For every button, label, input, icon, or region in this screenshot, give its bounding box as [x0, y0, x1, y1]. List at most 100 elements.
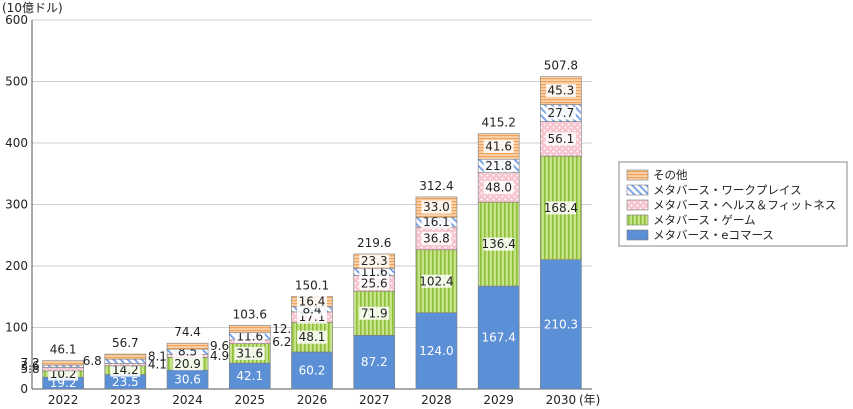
total-label: 219.6 — [357, 236, 391, 250]
bar-stack-2029: 167.4 136.4 48.0 21.8 41.6 415.2 — [477, 116, 520, 390]
data-label: 21.8 — [485, 159, 512, 173]
data-label-bg — [110, 363, 141, 377]
data-label: 8.1 — [148, 350, 167, 364]
bar-segment — [104, 353, 147, 360]
legend-box — [618, 161, 848, 247]
data-label: 31.6 — [236, 346, 263, 360]
total-label: 312.4 — [419, 179, 453, 193]
bar-segment — [228, 324, 271, 334]
data-label-bg — [421, 215, 452, 229]
bar-stack-2030: 210.3 168.4 56.1 27.7 45.3 507.8 — [540, 59, 582, 390]
legend-label: メタバース・eコマース — [653, 228, 774, 242]
data-label: 48.0 — [485, 180, 512, 194]
y-tick-label: 300 — [5, 198, 28, 212]
data-label-bg — [359, 276, 390, 290]
y-axis-label: (10億ドル) — [2, 1, 63, 15]
data-label: 9.6 — [210, 339, 229, 353]
data-label-bg — [359, 265, 390, 279]
x-axis: 2022 2023 2024 2025 2026 2027 2028 2029 2030 — [48, 393, 576, 407]
data-label: 124.0 — [419, 344, 453, 358]
data-label: 45.3 — [548, 84, 575, 98]
x-tick-label: 2026 — [297, 393, 328, 407]
x-tick-label: 2028 — [421, 393, 452, 407]
data-label: 23.5 — [112, 375, 139, 389]
y-tick-label: 400 — [5, 136, 28, 150]
bar-segment — [42, 360, 84, 366]
data-label: 16.1 — [423, 215, 450, 229]
x-tick-label: 2029 — [483, 393, 514, 407]
bar-stack-2023: 23.514.2 4.1 6.8 8.1 56.7 — [83, 336, 167, 390]
data-label-bg — [172, 357, 203, 371]
data-label: 4.9 — [210, 349, 229, 363]
total-label: 46.1 — [50, 343, 77, 357]
data-label-bg — [483, 237, 514, 251]
data-label: 20.9 — [174, 357, 201, 371]
data-label-bg — [545, 201, 576, 215]
bar-segment — [415, 312, 458, 390]
data-label: 3.6 — [21, 359, 40, 373]
data-label-bg — [483, 159, 514, 173]
bar-segment — [104, 362, 147, 367]
x-tick-label: 2030 — [546, 393, 577, 407]
data-label-bg — [421, 274, 452, 288]
legend-label: メタバース・ヘルス＆フィットネス — [653, 198, 836, 212]
data-label: 87.2 — [361, 355, 388, 369]
legend-item: メタバース・ゲーム — [626, 213, 756, 227]
bar-segment — [477, 285, 520, 390]
x-tick-label: 2025 — [235, 393, 266, 407]
data-label-bg — [359, 306, 390, 320]
data-label-bg — [234, 346, 265, 360]
legend-item: その他 — [626, 168, 688, 182]
legend-item: メタバース・eコマース — [626, 228, 774, 242]
legend: その他メタバース・ワークプレイスメタバース・ヘルス＆フィットネスメタバース・ゲー… — [618, 161, 848, 247]
data-label: 210.3 — [544, 317, 578, 331]
x-tick-label: 2024 — [172, 393, 203, 407]
data-label: 6.2 — [272, 335, 291, 349]
x-tick-label: 2023 — [110, 393, 141, 407]
data-label: 136.4 — [481, 237, 515, 251]
data-label: 36.8 — [423, 231, 450, 245]
data-label-bg — [297, 295, 327, 309]
y-tick-label: 100 — [5, 321, 28, 335]
x-tick-label: 2027 — [359, 393, 390, 407]
data-label: 42.1 — [236, 369, 263, 383]
y-axis: 0 100 200 300 400 500 600 — [5, 13, 33, 396]
bar-segment — [166, 342, 209, 350]
data-label-bg — [545, 106, 576, 120]
y-tick-label: 200 — [5, 259, 28, 273]
data-label-bg — [421, 231, 452, 245]
data-label: 16.4 — [299, 295, 326, 309]
data-label: 25.6 — [361, 276, 388, 290]
total-label: 415.2 — [481, 116, 515, 130]
total-label: 103.6 — [233, 307, 267, 321]
data-label: 168.4 — [544, 201, 578, 215]
data-label: 5.8 — [21, 362, 40, 376]
data-label: 6.8 — [83, 354, 102, 368]
data-label: 23.3 — [361, 254, 388, 268]
legend-item: メタバース・ヘルス＆フィットネス — [626, 198, 836, 212]
gridlines — [32, 19, 592, 390]
legend-swatch — [626, 169, 649, 181]
bar-segment — [104, 358, 147, 364]
total-label: 74.4 — [174, 325, 201, 339]
bar-segment — [42, 367, 84, 372]
legend-label: メタバース・ゲーム — [653, 213, 756, 227]
legend-swatch — [626, 184, 649, 196]
data-label: 27.7 — [548, 106, 575, 120]
data-label: 48.1 — [299, 330, 326, 344]
data-label: 102.4 — [419, 274, 453, 288]
data-label: 33.0 — [423, 200, 450, 214]
total-label: 507.8 — [544, 59, 578, 73]
total-label: 150.1 — [295, 279, 329, 293]
data-label: 41.6 — [485, 139, 512, 153]
data-label: 60.2 — [299, 363, 326, 377]
data-label: 30.6 — [174, 373, 201, 387]
legend-label: メタバース・ワークプレイス — [653, 183, 802, 197]
bar-segment — [228, 362, 271, 390]
data-label: 56.1 — [548, 132, 575, 146]
data-label: 4.1 — [148, 358, 167, 372]
data-label-bg — [234, 329, 265, 343]
